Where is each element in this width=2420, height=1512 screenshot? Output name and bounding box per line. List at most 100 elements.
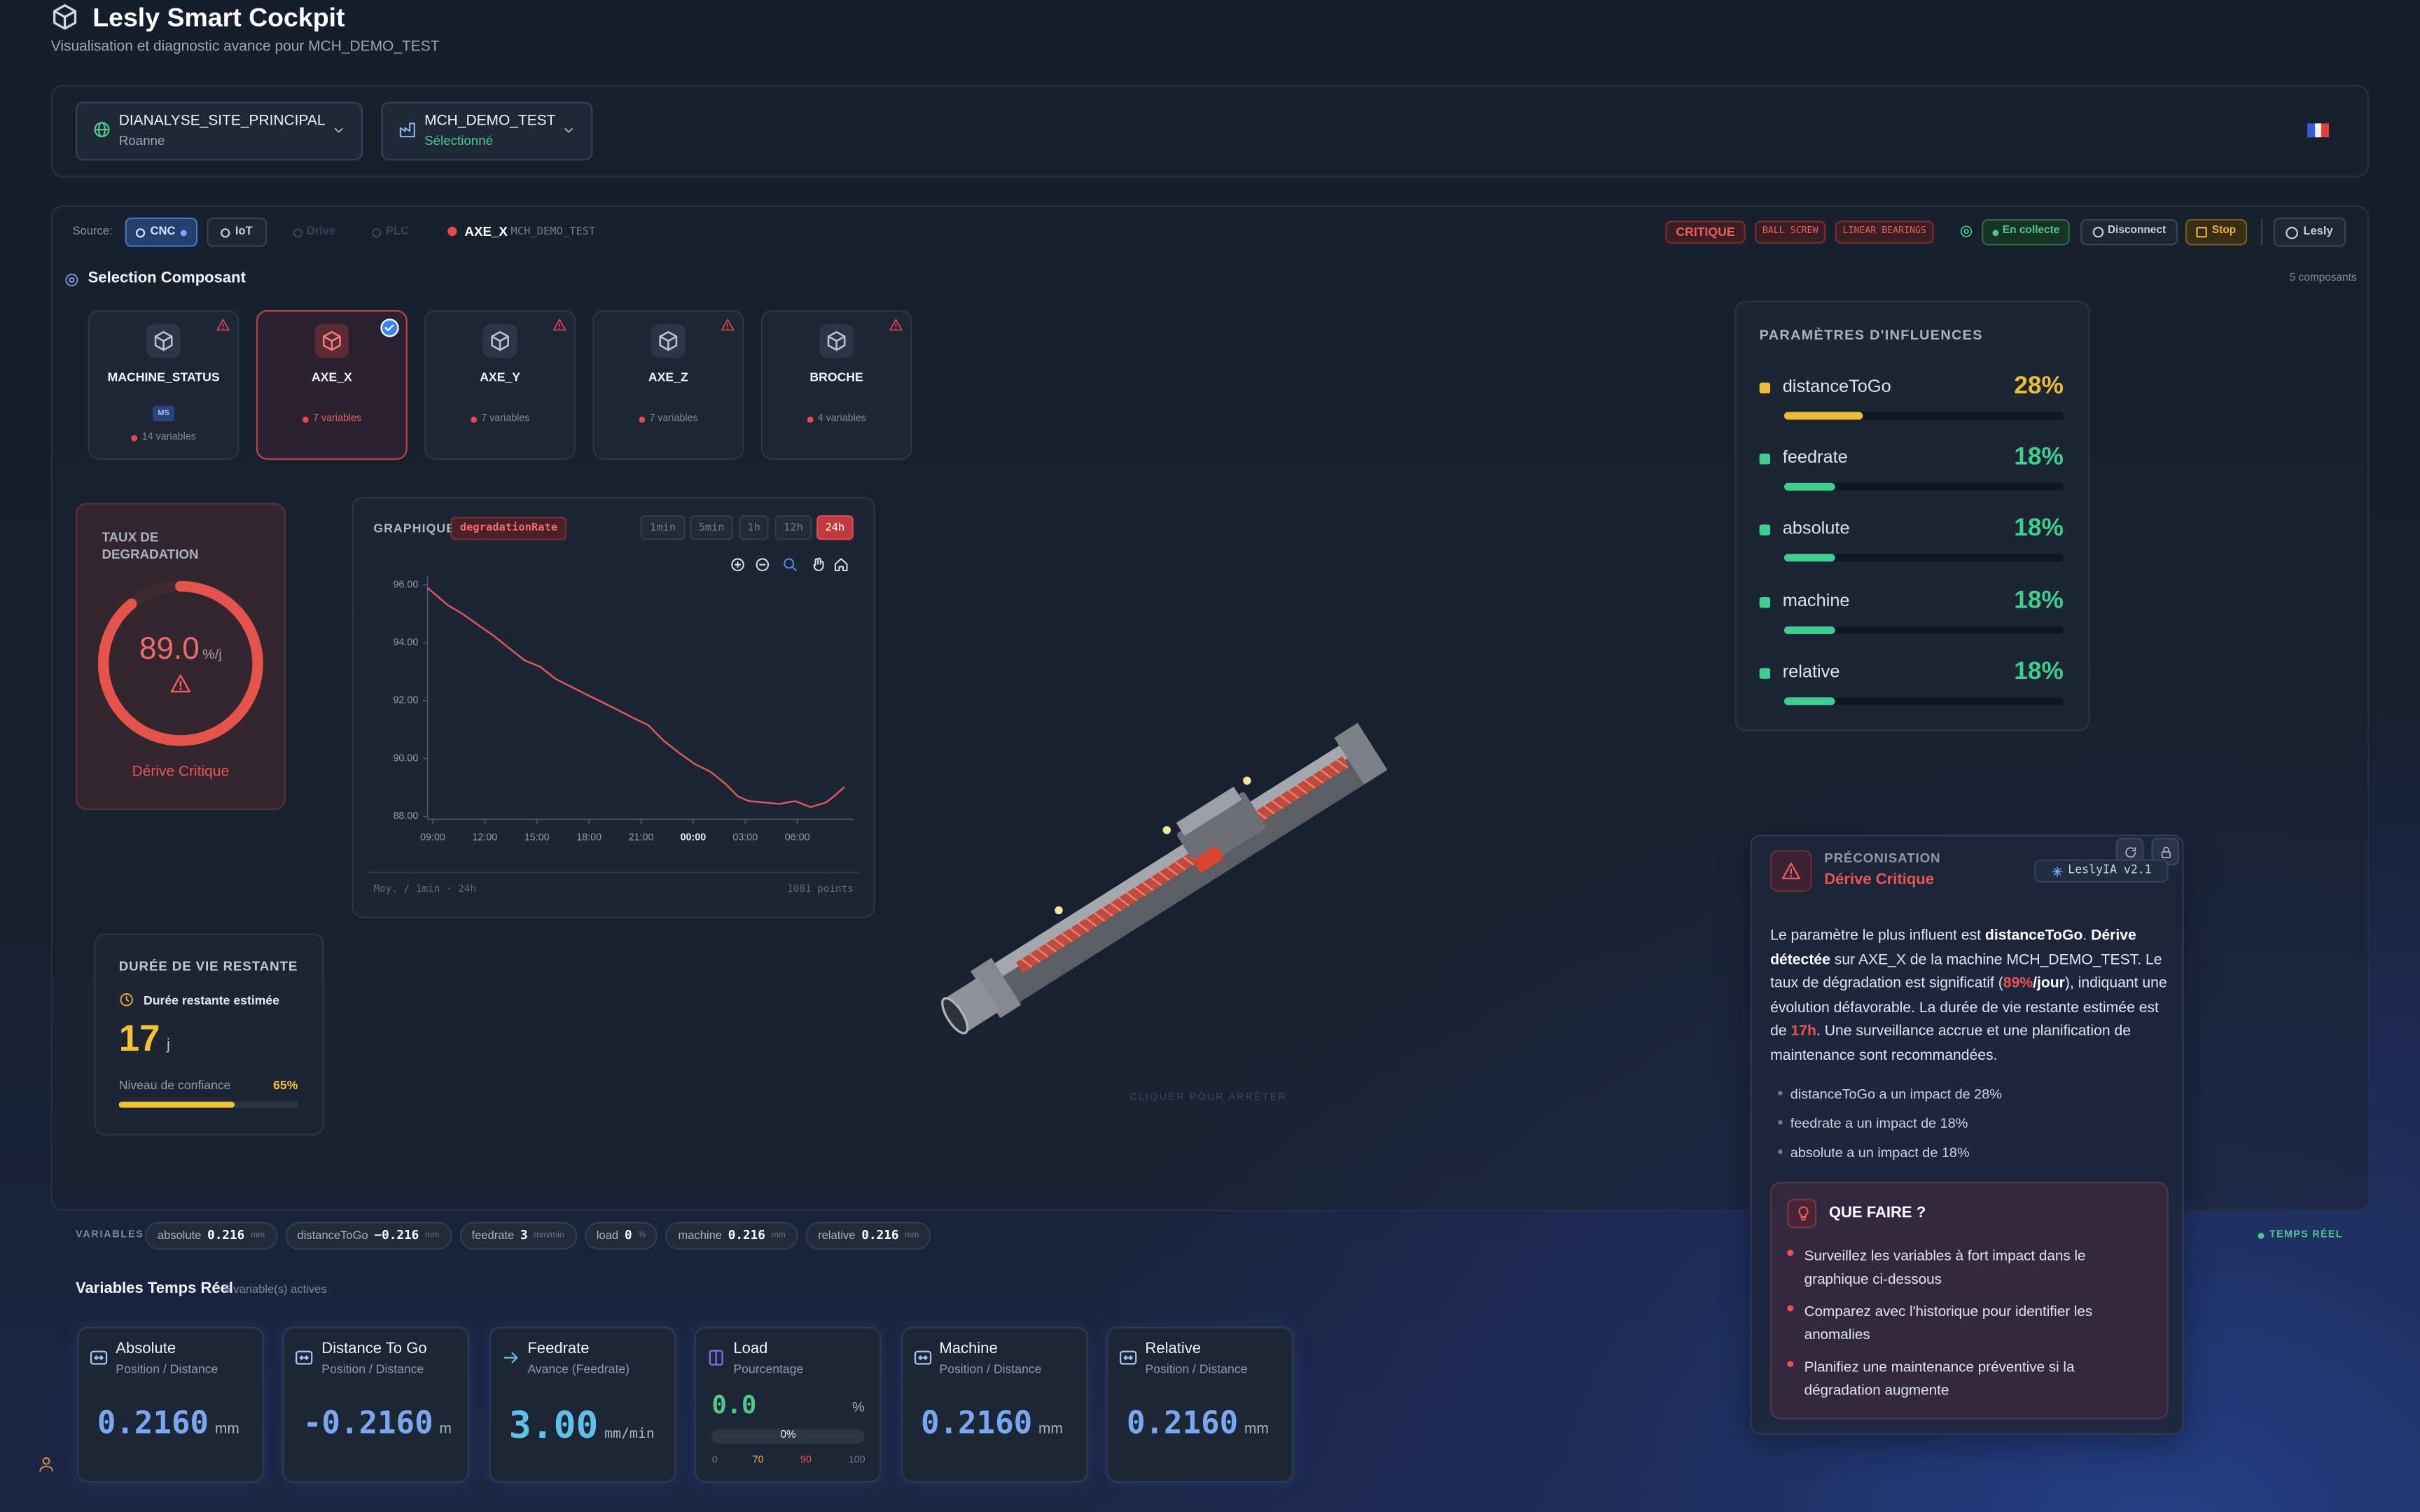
- selector-sub: Roanne: [118, 132, 165, 148]
- engine-badge: LeslyIA v2.1: [2033, 859, 2169, 883]
- status-text: En collecte: [2002, 225, 2060, 237]
- icon-part: [1781, 862, 1800, 880]
- chip-value: 3: [520, 1228, 528, 1243]
- range-button[interactable]: 1h: [739, 515, 769, 540]
- chip-name: feedrate: [471, 1227, 515, 1242]
- influence-value: 18%: [2014, 658, 2064, 685]
- icon-home: [834, 558, 848, 571]
- icon-part: [721, 318, 735, 331]
- source-dot: [221, 227, 231, 237]
- component-icon-box: [146, 323, 181, 358]
- card-value-row: 0.2160 mm: [921, 1406, 1090, 1441]
- life-subtitle: Durée restante estimée: [143, 993, 280, 1008]
- card-value: -0.2160: [302, 1405, 433, 1441]
- variables-dot: [807, 416, 814, 423]
- load-track: [711, 1428, 865, 1445]
- component-icon-box: [819, 323, 854, 358]
- icon-lock: [2160, 846, 2170, 858]
- source-button[interactable]: CNC: [125, 217, 198, 247]
- selector[interactable]: [75, 102, 363, 161]
- action-text: Stop: [2211, 225, 2237, 237]
- action-button[interactable]: Stop: [2185, 218, 2248, 246]
- todo-bullet: [1787, 1360, 1794, 1367]
- selector[interactable]: [381, 102, 593, 161]
- source-button[interactable]: IoT: [207, 217, 267, 247]
- chart-points: 1081 points: [786, 882, 854, 895]
- life-value: 17: [118, 1018, 160, 1060]
- variable-chip: feedrate 3 mm/min: [459, 1222, 577, 1250]
- icon-arrows: [1120, 1350, 1137, 1365]
- influence-bar: [1783, 483, 1835, 491]
- realtime-card: [1106, 1326, 1294, 1483]
- icon-part: [399, 122, 415, 138]
- icon-part: [154, 330, 173, 351]
- influence-name: absolute: [1782, 520, 1850, 540]
- variables-text: 7 variables: [312, 413, 362, 425]
- component-name: AXE_X: [464, 223, 508, 239]
- range-button[interactable]: 12h: [774, 515, 812, 540]
- icon-cube: [491, 330, 509, 351]
- action-button[interactable]: Disconnect: [2080, 218, 2178, 246]
- icon-part: [216, 318, 230, 331]
- chip-unit: %: [638, 1231, 646, 1240]
- status-badge: En collecte: [1982, 218, 2070, 246]
- chip-unit: mm: [771, 1231, 786, 1240]
- icon-part: [734, 561, 742, 568]
- icon-part: [731, 558, 744, 571]
- range-button[interactable]: 24h: [816, 515, 854, 540]
- range-label: 5min: [698, 521, 725, 534]
- icon-part: [69, 276, 75, 284]
- icon-bulb: [1797, 1206, 1808, 1221]
- component-variables: 4 variables: [761, 414, 912, 425]
- paragraph-segment: 17h: [1790, 1023, 1816, 1041]
- metric-badge: degradationRate: [450, 517, 567, 540]
- component-card[interactable]: [256, 310, 408, 460]
- chip-value: −0.216: [374, 1228, 419, 1243]
- influence-marker: [1759, 454, 1771, 465]
- todo-icon-box: [1787, 1198, 1817, 1228]
- source-dot: [372, 227, 382, 237]
- icon-globe: [94, 122, 110, 138]
- icon-cube: [323, 330, 341, 351]
- influence-name: machine: [1782, 592, 1850, 610]
- live-text: TEMPS RÉEL: [2269, 1229, 2343, 1241]
- paragraph-segment: sur AXE_X de la machine MCH_DEMO_TEST. L…: [1770, 951, 2162, 993]
- paragraph-segment: 89%: [2003, 975, 2033, 993]
- influence-track: [1783, 483, 2064, 491]
- icon-part: [834, 558, 848, 571]
- card-title: Relative: [1145, 1340, 1202, 1358]
- icon-box: [709, 1350, 724, 1366]
- icon-arrows: [914, 1350, 931, 1365]
- icon-part: [300, 1355, 310, 1360]
- icon-user: [39, 1457, 53, 1472]
- chip-value: 0.216: [207, 1228, 245, 1243]
- icon-part: [503, 1352, 518, 1364]
- todo-bullet: [1787, 1305, 1794, 1312]
- realtime-title: Variables Temps Réel: [75, 1280, 234, 1298]
- variables-dot: [302, 416, 309, 423]
- section-title: Selection Composant: [88, 270, 246, 287]
- component-name: BROCHE: [809, 370, 863, 384]
- user-button[interactable]: Lesly: [2273, 217, 2346, 247]
- realtime-count: 6 variable(s) actives: [223, 1282, 327, 1296]
- card-value: 0.2160: [1126, 1405, 1239, 1441]
- flag-red: [2321, 123, 2328, 138]
- machine-name: MCH_DEMO_TEST: [510, 225, 596, 238]
- icon-part: [295, 1350, 314, 1365]
- variables-text: 7 variables: [649, 413, 698, 425]
- source-label: Source:: [72, 223, 113, 238]
- load-unit: %: [852, 1399, 865, 1415]
- paragraph-segment: distanceToGo: [1984, 927, 2083, 944]
- icon-part: [335, 127, 343, 133]
- card-title: Machine: [939, 1340, 998, 1358]
- range-label: 1h: [747, 521, 760, 534]
- icon-chev: [564, 127, 573, 133]
- card-value-row: 3.00 mm/min: [509, 1406, 679, 1448]
- component-card[interactable]: [592, 310, 744, 460]
- range-button[interactable]: 1min: [640, 515, 686, 540]
- chip-name: absolute: [157, 1227, 202, 1242]
- recommendation-card: [1750, 834, 2184, 1435]
- range-button[interactable]: 5min: [690, 515, 733, 540]
- tag-text: BALL SCREW: [1762, 225, 1819, 237]
- component-name: AXE_X: [311, 370, 352, 384]
